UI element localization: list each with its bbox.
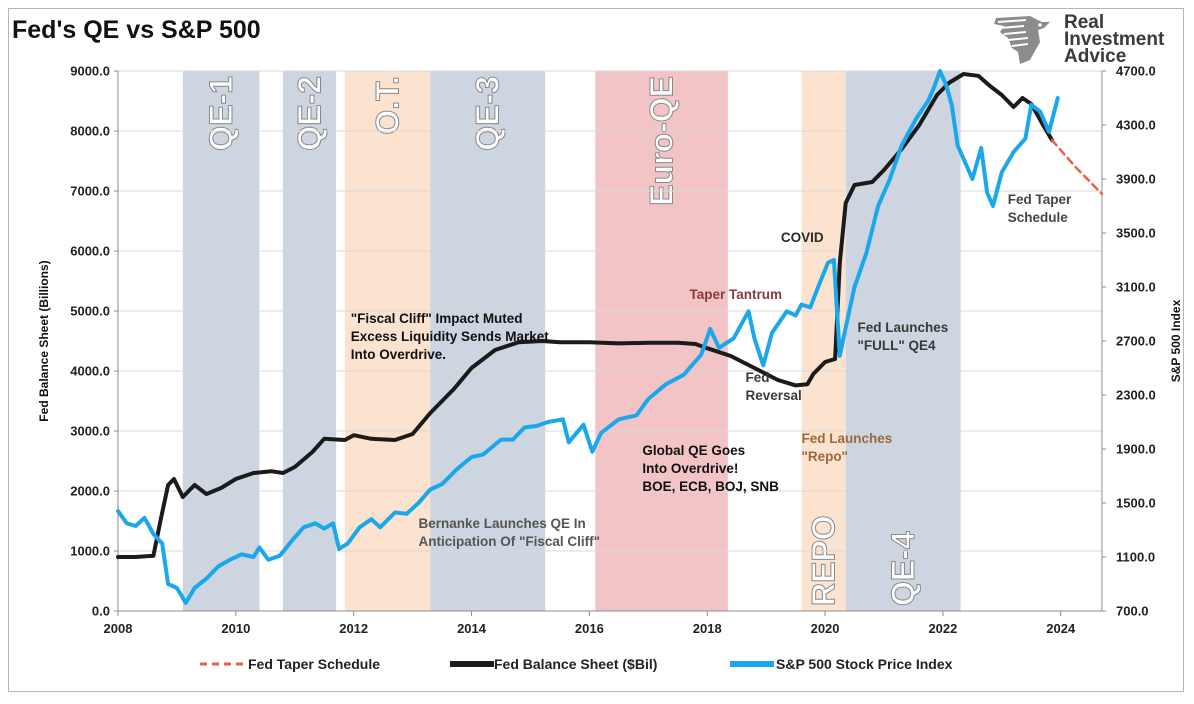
annotation-line: COVID (781, 230, 824, 245)
region-band (282, 71, 337, 611)
region-label: QE-1 (203, 76, 239, 151)
regions-layer: QE-1 QE-2 O.T. QE-3 Euro-QE REPO QE-4 (182, 71, 961, 611)
annotation: Fed Launches "FULL" QE4 (857, 320, 948, 353)
tick-label-left: 3000.0 (70, 424, 110, 439)
tick-label-left: 8000.0 (70, 124, 110, 139)
eagle-logo-icon (994, 16, 1050, 64)
tick-label-x: 2010 (221, 621, 250, 636)
logo-line-2: Investment (1064, 29, 1165, 50)
tick-label-x: 2012 (339, 621, 368, 636)
tick-label-left: 7000.0 (70, 184, 110, 199)
annotation: Global QE Goes Into Overdrive! BOE, ECB, B… (642, 443, 779, 494)
region-label: Euro-QE (644, 76, 680, 206)
tick-label-x: 2018 (693, 621, 722, 636)
annotation-line: Global QE Goes (642, 443, 745, 458)
annotation-line: Fed Launches (857, 320, 948, 335)
tick-label-left: 5000.0 (70, 304, 110, 319)
tick-label-right: 1500.0 (1116, 496, 1156, 511)
legend: Fed Taper Schedule Fed Balance Sheet ($Bi… (200, 656, 953, 672)
tick-label-right: 3900.0 (1116, 172, 1156, 187)
tick-label-left: 0.0 (92, 604, 110, 619)
tick-label-right: 2300.0 (1116, 388, 1156, 403)
tick-label-right: 700.0 (1116, 604, 1149, 619)
region-label: REPO (806, 515, 842, 606)
annotation-line: Into Overdrive. (351, 347, 446, 362)
annotation-line: Anticipation Of "Fiscal Cliff" (419, 534, 601, 549)
annotation-line: "Fiscal Cliff" Impact Muted (351, 311, 523, 326)
region-label: QE-4 (885, 531, 921, 606)
tick-label-left: 9000.0 (70, 64, 110, 79)
annotation-line: Fed Launches (801, 431, 892, 446)
annotation-line: Excess Liquidity Sends Market (351, 329, 550, 344)
series-line (116, 69, 1060, 605)
legend-label: Fed Taper Schedule (248, 656, 380, 672)
annotation: Taper Tantrum (690, 287, 783, 302)
annotation-line: Bernanke Launches QE In (419, 516, 586, 531)
legend-label: Fed Balance Sheet ($Bil) (494, 656, 657, 672)
annotation-line: "Repo" (801, 449, 848, 464)
annotation-line: Schedule (1008, 210, 1069, 225)
annotation-line: Fed (746, 370, 770, 385)
tick-label-x: 2024 (1046, 621, 1076, 636)
tick-label-x: 2022 (928, 621, 957, 636)
annotation: COVID (781, 230, 824, 245)
tick-label-left: 2000.0 (70, 484, 110, 499)
series-line (1050, 138, 1104, 196)
axes-layer: 0.0 1000.0 2000.0 3000.0 4000.0 5000.0 6000.0 7… (70, 64, 1156, 637)
logo-line-3: Advice (1064, 46, 1127, 67)
annotation-line: Fed Taper (1008, 192, 1072, 207)
annotation: Fed Launches "Repo" (801, 431, 892, 464)
tick-label-right: 4700.0 (1116, 64, 1156, 79)
tick-label-right: 3500.0 (1116, 226, 1156, 241)
grid-layer (118, 70, 1102, 612)
tick-label-right: 2700.0 (1116, 334, 1156, 349)
annotation: Fed Taper Schedule (1008, 192, 1072, 225)
y-axis-label-left: Fed Balance Sheet (Billions) (37, 260, 51, 421)
tick-label-left: 4000.0 (70, 364, 110, 379)
logo-line-1: Real (1064, 12, 1105, 33)
annotation-line: Taper Tantrum (690, 287, 783, 302)
annotation: "Fiscal Cliff" Impact Muted Excess Liquid… (351, 311, 550, 362)
tick-label-right: 1100.0 (1116, 550, 1155, 565)
annotation: Bernanke Launches QE In Anticipation Of "… (419, 516, 601, 549)
tick-label-x: 2020 (811, 621, 840, 636)
page-title: Fed's QE vs S&P 500 (12, 16, 261, 44)
region-band (845, 71, 961, 611)
annotation-line: Reversal (746, 388, 802, 403)
region-label: QE-2 (291, 76, 327, 151)
y-axis-label-right: S&P 500 Index (1169, 299, 1183, 382)
series-layer (116, 69, 1104, 605)
tick-label-right: 4300.0 (1116, 118, 1156, 133)
tick-label-left: 1000.0 (70, 544, 110, 559)
tick-label-right: 1900.0 (1116, 442, 1156, 457)
region-label: O.T. (370, 76, 406, 135)
region-label: QE-3 (470, 76, 506, 151)
annotation-line: BOE, ECB, BOJ, SNB (642, 479, 779, 494)
logo: Real Investment Advice (990, 12, 1180, 66)
tick-label-x: 2008 (104, 621, 133, 636)
legend-label: S&P 500 Stock Price Index (776, 656, 953, 672)
tick-label-left: 6000.0 (70, 244, 110, 259)
annotations-layer: "Fiscal Cliff" Impact Muted Excess Liquid… (351, 192, 1072, 549)
tick-label-x: 2016 (575, 621, 604, 636)
tick-label-right: 3100.0 (1116, 280, 1156, 295)
annotation-line: Into Overdrive! (642, 461, 738, 476)
region-band (182, 71, 260, 611)
series-line (116, 72, 1054, 559)
annotation-line: "FULL" QE4 (857, 338, 936, 353)
tick-label-x: 2014 (457, 621, 487, 636)
annotation: Fed Reversal (746, 370, 802, 403)
